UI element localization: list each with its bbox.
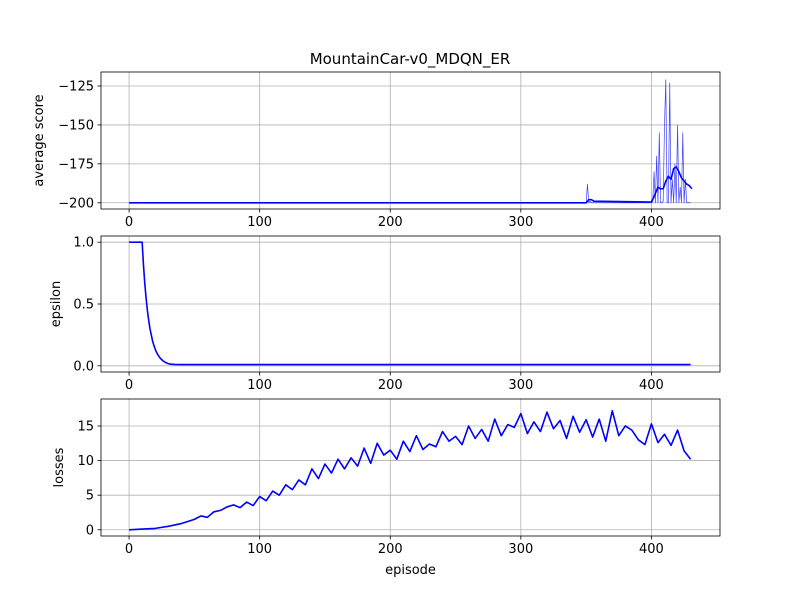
x-tick-label: 100: [247, 215, 272, 230]
grid-lines: [101, 236, 720, 372]
x-ticks: 0 100 200 300 400: [125, 209, 664, 230]
grid-lines: [101, 72, 720, 209]
y-tick-label: −200: [58, 196, 94, 211]
series-line: [129, 166, 693, 204]
x-axis-label: episode: [385, 563, 436, 578]
x-tick-label: 400: [639, 542, 664, 557]
y-tick-label: 5: [86, 489, 94, 504]
y-tick-label: −125: [58, 80, 94, 95]
series-line: [129, 241, 691, 366]
y-tick-label: 0: [86, 523, 94, 538]
x-tick-label: 300: [508, 378, 533, 393]
series-lines: [129, 79, 693, 204]
y-tick-label: −175: [58, 157, 94, 172]
y-axis-label: losses: [52, 447, 67, 487]
plot-frame: [100, 398, 721, 537]
x-tick-label: 0: [125, 215, 133, 230]
y-ticks: −200 −175 −150 −125: [58, 80, 101, 211]
series-line: [129, 409, 692, 531]
x-tick-label: 400: [639, 215, 664, 230]
y-axis-label: epsilon: [49, 281, 64, 327]
y-tick-label: 0.5: [73, 298, 94, 313]
plot-frame: [100, 71, 721, 210]
x-tick-label: 100: [247, 542, 272, 557]
y-tick-label: 15: [77, 419, 94, 434]
y-ticks: 0.0 0.5 1.0: [73, 236, 101, 374]
x-tick-label: 200: [378, 542, 403, 557]
chart-title: MountainCar-v0_MDQN_ER: [310, 50, 511, 69]
y-ticks: 0 5 10 15: [77, 419, 101, 538]
x-tick-label: 200: [378, 215, 403, 230]
y-tick-label: −150: [58, 118, 94, 133]
panel-epsilon: 0 100 200 300 400 0.0 0.5 1.0 epsilon: [49, 235, 721, 393]
x-tick-label: 200: [378, 378, 403, 393]
y-tick-label: 10: [77, 454, 94, 469]
x-tick-label: 400: [639, 378, 664, 393]
series-lines: [129, 409, 692, 531]
x-ticks: 0 100 200 300 400: [125, 372, 664, 393]
x-ticks: 0 100 200 300 400: [125, 536, 664, 557]
x-tick-label: 300: [508, 542, 533, 557]
series-lines: [129, 241, 691, 366]
panel-losses: 0 100 200 300 400 0 5 10 15 losses episode: [52, 398, 721, 578]
x-tick-label: 100: [247, 378, 272, 393]
panel-average-score: MountainCar-v0_MDQN_ER 0 100 200 300 400 −20…: [32, 50, 721, 230]
y-axis-label: average score: [32, 94, 47, 186]
y-tick-label: 1.0: [73, 236, 94, 251]
x-tick-label: 0: [125, 542, 133, 557]
y-tick-label: 0.0: [73, 359, 94, 374]
x-tick-label: 300: [508, 215, 533, 230]
x-tick-label: 0: [125, 378, 133, 393]
